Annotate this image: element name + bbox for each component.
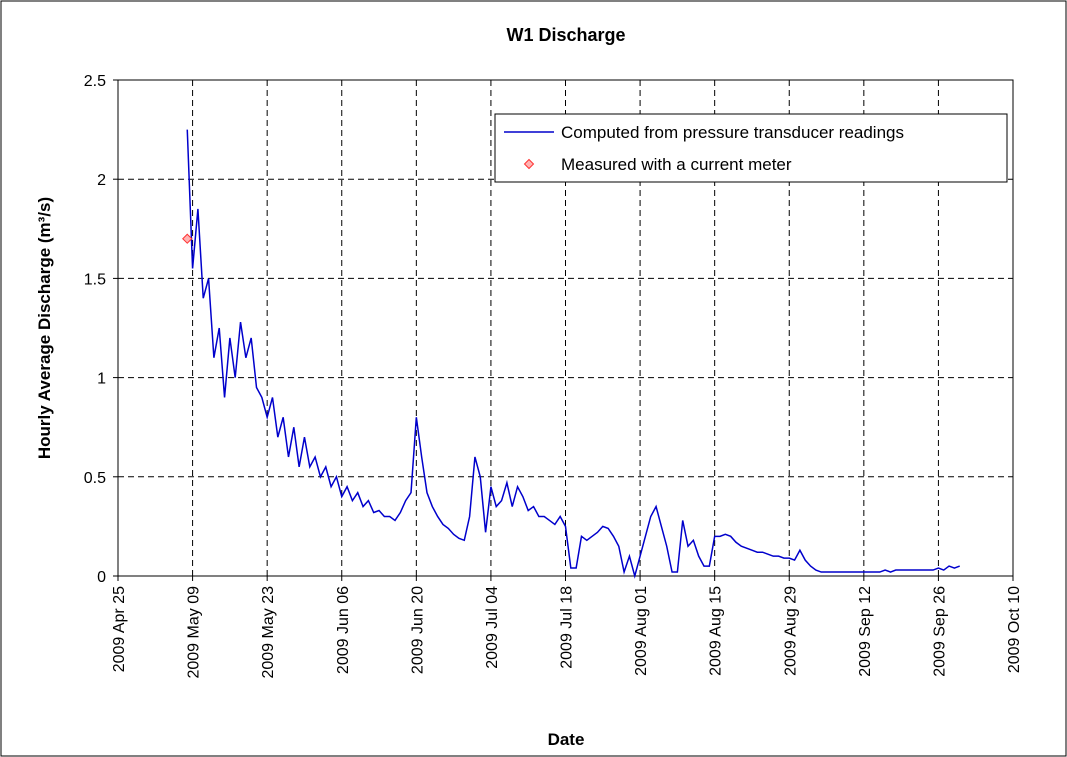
- legend-box: [494, 113, 1008, 183]
- y-tick-label: 1: [97, 371, 106, 388]
- y-tick-label: 2: [97, 172, 106, 189]
- x-tick-label: 2009 Jul 18: [559, 586, 576, 669]
- x-tick-label: 2009 Jul 04: [484, 586, 501, 669]
- x-tick-label: 2009 Apr 25: [111, 586, 128, 672]
- x-tick-label: 2009 Oct 10: [1006, 586, 1023, 673]
- y-tick-label: 0: [97, 569, 106, 586]
- x-tick-label: 2009 Sep 12: [857, 586, 874, 677]
- y-tick-label: 0.5: [84, 470, 106, 487]
- plot-area: [117, 79, 1014, 577]
- chart-title: W1 Discharge: [506, 25, 625, 45]
- x-tick-label: 2009 Sep 26: [931, 586, 948, 677]
- y-tick-label: 2.5: [84, 73, 106, 90]
- x-tick-label: 2009 Aug 29: [782, 586, 799, 676]
- y-tick-label: 1.5: [84, 271, 106, 288]
- legend-label: Computed from pressure transducer readin…: [561, 123, 904, 142]
- legend-key: [523, 158, 535, 170]
- x-tick-label: 2009 Aug 15: [708, 586, 725, 676]
- x-tick-label: 2009 Aug 01: [633, 586, 650, 676]
- x-axis-label: Date: [548, 730, 585, 749]
- y-axis-label: Hourly Average Discharge (m³/s): [35, 197, 54, 459]
- data-line: [186, 129, 960, 579]
- x-tick-label: 2009 May 09: [186, 586, 203, 679]
- legend-label: Measured with a current meter: [561, 155, 792, 174]
- x-tick-label: 2009 May 23: [260, 586, 277, 679]
- data-point: [182, 233, 193, 244]
- x-tick-label: 2009 Jun 06: [335, 586, 352, 674]
- x-tick-label: 2009 Jun 20: [409, 586, 426, 674]
